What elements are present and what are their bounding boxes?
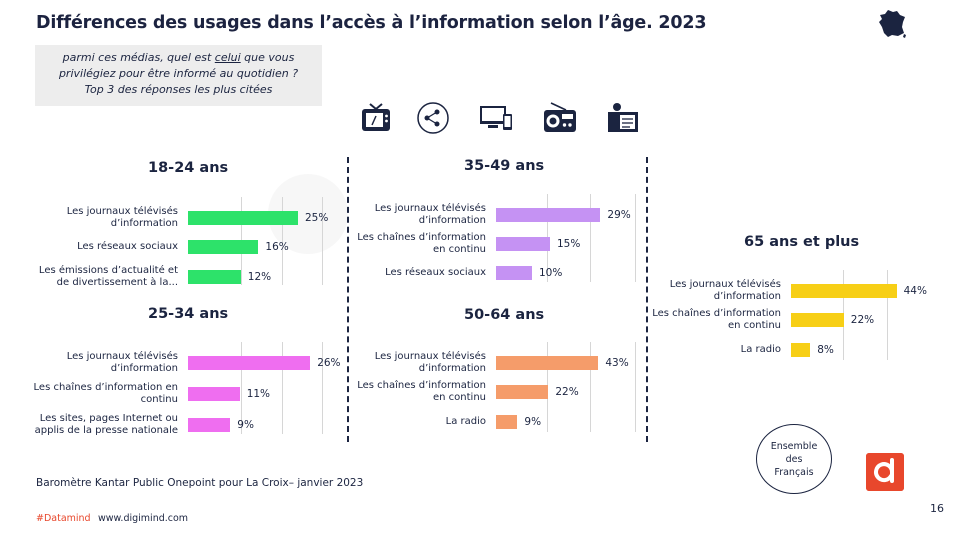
category-label: Les journaux télévisés d’information bbox=[66, 351, 178, 374]
category-label: Les réseaux sociaux bbox=[385, 267, 486, 278]
footer-hashtag: #Datamind bbox=[36, 513, 91, 524]
divider-right bbox=[646, 157, 648, 442]
gridline bbox=[282, 342, 283, 434]
bar bbox=[791, 343, 811, 357]
value-label: 22% bbox=[555, 386, 579, 398]
bar bbox=[791, 284, 897, 298]
bar bbox=[496, 385, 549, 399]
value-label: 25% bbox=[305, 212, 329, 224]
bar bbox=[188, 418, 231, 432]
value-label: 22% bbox=[850, 314, 875, 326]
bar bbox=[188, 211, 298, 225]
chart-title: 50-64 ans bbox=[464, 307, 545, 323]
category-label: Les sites, pages Internet ou applis de l… bbox=[34, 413, 178, 436]
value-label: 9% bbox=[237, 419, 254, 431]
chart-title: 18-24 ans bbox=[148, 160, 229, 176]
gridline bbox=[322, 342, 323, 434]
gridline bbox=[635, 194, 636, 282]
value-label: 26% bbox=[317, 357, 341, 369]
category-label: Les chaînes d’information en continu bbox=[652, 308, 781, 331]
tv-icon bbox=[362, 103, 390, 131]
bar bbox=[188, 240, 259, 254]
category-label: Les journaux télévisés d’information bbox=[669, 279, 781, 302]
category-label: Les journaux télévisés d’information bbox=[374, 351, 486, 374]
bar bbox=[791, 313, 844, 327]
footer-url[interactable]: www.digimind.com bbox=[98, 513, 189, 524]
value-label: 10% bbox=[539, 267, 563, 279]
category-label: Les chaînes d’information en continu bbox=[357, 380, 486, 403]
category-label: Les journaux télévisés d’information bbox=[66, 206, 178, 229]
france-map-icon bbox=[879, 10, 906, 38]
radio-icon bbox=[544, 102, 576, 132]
value-label: 11% bbox=[246, 388, 271, 400]
media-icon-row bbox=[355, 100, 645, 140]
gridline bbox=[590, 342, 591, 432]
category-label: La radio bbox=[445, 416, 486, 427]
value-label: 15% bbox=[557, 238, 581, 250]
bar bbox=[496, 237, 550, 251]
bar bbox=[188, 356, 311, 370]
devices-icon bbox=[480, 106, 512, 130]
category-label: Les émissions d’actualité et de divertis… bbox=[38, 265, 178, 288]
newspaper-reader-icon bbox=[608, 103, 638, 132]
page-title: Différences des usages dans l’accès à l’… bbox=[36, 13, 707, 33]
bar bbox=[188, 387, 240, 401]
bar bbox=[496, 356, 599, 370]
source-note: Baromètre Kantar Public Onepoint pour La… bbox=[36, 477, 364, 489]
divider-left bbox=[347, 157, 349, 442]
gridline bbox=[590, 194, 591, 282]
gridline bbox=[635, 342, 636, 432]
category-label: Les chaînes d’information en continu bbox=[33, 382, 178, 405]
ensemble-badge: Ensemble des Français bbox=[756, 424, 832, 494]
gridline bbox=[241, 342, 242, 434]
gridline bbox=[887, 270, 888, 360]
category-label: Les journaux télévisés d’information bbox=[374, 203, 486, 226]
digimind-logo bbox=[866, 453, 904, 491]
question-box: parmi ces médias, quel est celui que vou… bbox=[35, 45, 322, 106]
category-label: Les réseaux sociaux bbox=[77, 241, 178, 252]
chart-title: 35-49 ans bbox=[464, 158, 545, 174]
category-label: Les chaînes d’information en continu bbox=[357, 232, 486, 255]
gridline bbox=[282, 197, 283, 285]
chart-title: 25-34 ans bbox=[148, 306, 229, 322]
value-label: 29% bbox=[607, 209, 631, 221]
bar bbox=[496, 415, 518, 429]
value-label: 9% bbox=[524, 416, 542, 428]
chart-title: 65 ans et plus bbox=[744, 234, 860, 250]
value-label: 8% bbox=[817, 344, 834, 356]
bar bbox=[188, 270, 241, 284]
value-label: 43% bbox=[605, 357, 629, 369]
bar bbox=[496, 266, 532, 280]
gridline bbox=[322, 197, 323, 285]
bar bbox=[496, 208, 601, 222]
value-label: 16% bbox=[265, 241, 289, 253]
social-network-icon bbox=[417, 102, 449, 134]
page-number: 16 bbox=[930, 502, 944, 515]
value-label: 44% bbox=[903, 285, 927, 297]
value-label: 12% bbox=[247, 271, 272, 283]
category-label: La radio bbox=[740, 344, 781, 355]
